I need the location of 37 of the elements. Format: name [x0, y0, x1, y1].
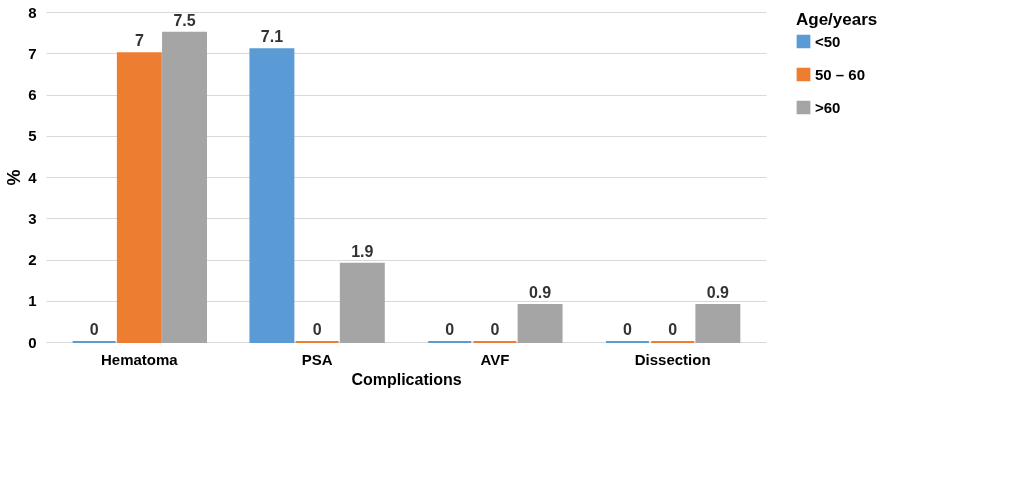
bar	[116, 52, 162, 343]
data-label: 0.9	[706, 283, 730, 301]
data-label: 0	[623, 321, 633, 338]
data-label: 1.9	[351, 242, 374, 260]
data-label: 0	[445, 321, 455, 338]
data-label: 0	[668, 321, 678, 338]
data-label: 0	[89, 321, 99, 338]
y-tick-label: 2	[28, 251, 37, 268]
y-tick-label: 4	[28, 168, 38, 186]
x-tick-label: AVF	[480, 350, 510, 368]
bar	[517, 303, 563, 343]
data-label: 0.9	[528, 283, 552, 301]
y-tick-label: 1	[28, 292, 37, 310]
legend-label: >60	[815, 98, 841, 116]
data-label: 0	[490, 321, 500, 338]
x-tick-label: PSA	[301, 350, 333, 368]
data-label: 7.5	[173, 11, 196, 29]
y-tick-label: 7	[28, 44, 37, 62]
legend-label: <50	[815, 32, 841, 50]
data-label: 0	[312, 321, 322, 338]
legend-title: Age/years	[796, 10, 878, 29]
bar	[249, 48, 295, 343]
y-tick-label: 0	[28, 333, 37, 351]
x-tick-label: Hematoma	[100, 350, 179, 368]
data-label: 7	[134, 32, 144, 50]
y-tick-label: 8	[28, 3, 37, 21]
y-tick-label: 5	[28, 127, 37, 145]
x-axis-title: Complications	[351, 370, 462, 388]
x-tick-label: Dissection	[634, 350, 711, 368]
y-axis-title: %	[4, 169, 25, 186]
data-label: 7.1	[260, 28, 284, 46]
bar	[695, 303, 741, 343]
bar	[339, 262, 385, 343]
bar	[162, 31, 207, 343]
legend-label: 50 – 60	[815, 65, 866, 83]
y-tick-label: 3	[28, 209, 37, 227]
y-tick-label: 6	[28, 86, 37, 103]
